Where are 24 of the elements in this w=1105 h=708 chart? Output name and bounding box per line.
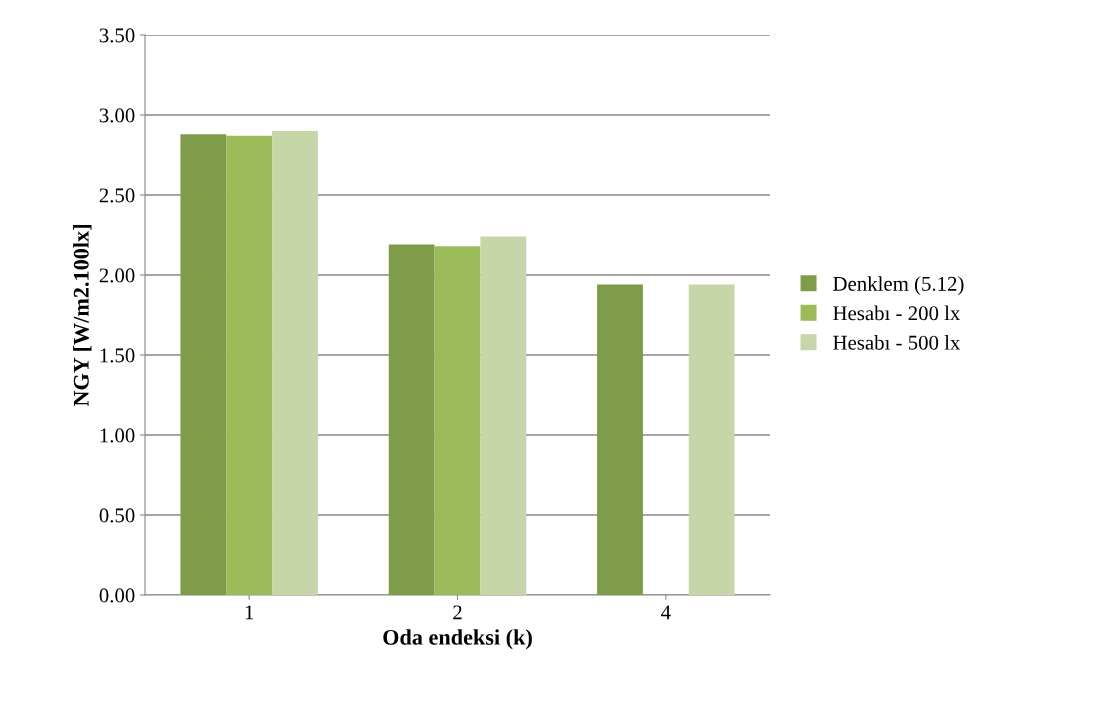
x-tick-label: 1	[245, 605, 254, 620]
x-tick-label: 4	[661, 605, 671, 620]
y-tick-label: 2.00	[99, 268, 135, 283]
bar	[480, 236, 527, 595]
bar	[180, 134, 227, 595]
x-tick-label: 2	[453, 605, 462, 620]
y-tick-label: 1.50	[100, 348, 135, 363]
bar	[226, 135, 273, 595]
bar	[388, 244, 435, 595]
x-axis-title: Oda endeksi (k)	[383, 629, 532, 650]
bar	[272, 131, 318, 595]
legend-label: Denklem (5.12)	[833, 276, 964, 296]
legend-label: Hesabı - 200 lx	[833, 305, 961, 321]
y-tick-label: 3.50	[99, 28, 135, 43]
legend-label: Hesabı - 500 lx	[833, 335, 961, 350]
y-tick-label: 3.00	[99, 108, 135, 123]
y-tick-label: 0.50	[99, 508, 135, 523]
bar	[597, 284, 643, 595]
bar	[434, 246, 481, 595]
y-tick-label: 1.00	[100, 428, 135, 443]
y-axis-title: NGY [W/m2.100lx]	[73, 225, 92, 407]
y-tick-label: 2.50	[99, 188, 135, 203]
bar	[688, 284, 735, 595]
y-tick-label: 0.00	[99, 588, 135, 603]
